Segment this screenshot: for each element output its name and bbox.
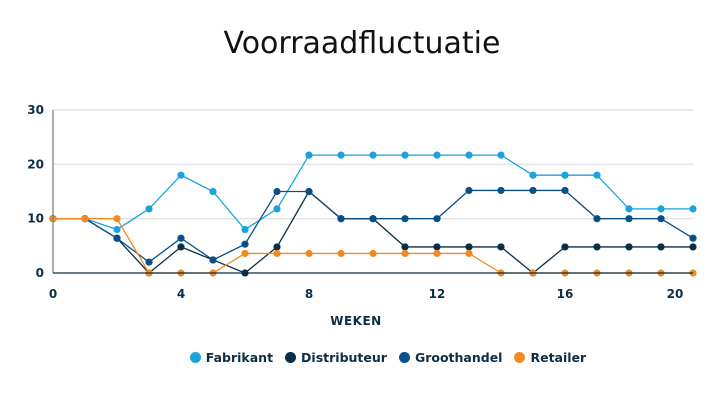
legend-label: Distributeur xyxy=(301,350,387,365)
data-point-retailer xyxy=(241,249,249,258)
data-point-groothandel xyxy=(337,215,345,223)
data-point-fabrikant xyxy=(529,171,537,179)
legend-marker xyxy=(189,352,201,363)
data-point-groothandel xyxy=(657,215,665,223)
data-point-distributeur xyxy=(497,243,505,251)
data-point-retailer xyxy=(81,215,89,223)
data-point-fabrikant xyxy=(465,151,473,159)
data-point-fabrikant xyxy=(657,205,665,213)
data-point-groothandel xyxy=(497,186,505,195)
data-point-fabrikant xyxy=(177,171,185,179)
data-point-groothandel xyxy=(209,256,217,264)
legend-item[interactable]: Distributeur xyxy=(285,350,387,365)
legend-item[interactable]: Groothandel xyxy=(398,350,503,365)
data-point-fabrikant xyxy=(273,205,281,213)
data-point-fabrikant xyxy=(209,187,217,196)
y-tick-label: 20 xyxy=(27,157,44,171)
data-point-fabrikant xyxy=(561,171,569,179)
legend-marker xyxy=(285,352,297,363)
data-point-fabrikant xyxy=(497,151,505,159)
data-point-fabrikant xyxy=(689,205,697,213)
data-point-fabrikant xyxy=(625,205,633,213)
data-point-groothandel xyxy=(401,215,409,223)
data-point-groothandel xyxy=(113,234,121,242)
data-point-fabrikant xyxy=(305,151,313,159)
legend-label: Retailer xyxy=(530,350,587,365)
x-axis-label: WEKEN xyxy=(330,314,382,328)
data-point-fabrikant xyxy=(401,151,409,159)
data-point-distributeur xyxy=(689,243,697,251)
data-point-retailer xyxy=(113,215,121,223)
legend-label: Groothandel xyxy=(414,350,503,365)
legend-item[interactable]: Retailer xyxy=(514,350,586,365)
data-point-distributeur xyxy=(401,243,409,251)
data-point-groothandel xyxy=(529,186,537,195)
data-point-distributeur xyxy=(593,243,601,251)
data-point-fabrikant xyxy=(433,151,441,159)
data-point-distributeur xyxy=(433,243,441,251)
chart-title: Voorraadfluctuatie xyxy=(223,26,501,61)
data-point-fabrikant xyxy=(337,151,345,159)
data-point-fabrikant xyxy=(113,225,121,234)
data-point-fabrikant xyxy=(369,151,377,159)
data-point-retailer xyxy=(369,249,377,258)
x-tick-label: 8 xyxy=(305,287,313,301)
data-point-groothandel xyxy=(561,186,569,195)
data-point-distributeur xyxy=(625,243,633,251)
data-point-retailer xyxy=(337,249,345,258)
data-point-retailer xyxy=(401,249,409,258)
data-point-groothandel xyxy=(273,187,281,196)
data-point-fabrikant xyxy=(593,171,601,179)
data-point-groothandel xyxy=(593,215,601,223)
data-point-distributeur xyxy=(465,243,473,251)
y-tick-label: 0 xyxy=(36,266,44,280)
data-point-groothandel xyxy=(369,215,377,223)
legend: Fabrikant Distributeur Groothandel Retailer xyxy=(0,350,724,365)
data-point-distributeur xyxy=(561,243,569,251)
y-tick-label: 30 xyxy=(27,103,44,117)
data-point-groothandel xyxy=(689,234,697,242)
data-point-groothandel xyxy=(177,234,185,242)
data-point-retailer xyxy=(305,249,313,258)
data-point-groothandel xyxy=(465,186,473,195)
data-point-groothandel xyxy=(145,258,153,266)
data-point-groothandel xyxy=(625,215,633,223)
data-point-groothandel xyxy=(241,240,249,248)
data-point-groothandel xyxy=(433,215,441,223)
x-tick-label: 16 xyxy=(557,287,574,301)
data-point-fabrikant xyxy=(241,225,249,234)
data-point-distributeur xyxy=(657,243,665,251)
data-point-fabrikant xyxy=(145,205,153,213)
x-tick-label: 12 xyxy=(429,287,446,301)
legend-label: Fabrikant xyxy=(205,350,274,365)
legend-marker xyxy=(514,352,526,363)
data-point-distributeur xyxy=(273,243,281,251)
data-point-distributeur xyxy=(177,243,185,251)
x-tick-label: 0 xyxy=(49,287,57,301)
data-point-retailer xyxy=(273,249,281,258)
x-tick-label: 4 xyxy=(177,287,185,301)
y-tick-label: 10 xyxy=(27,212,44,226)
data-point-groothandel xyxy=(305,187,313,196)
data-point-retailer xyxy=(433,249,441,258)
x-tick-label: 20 xyxy=(667,287,684,301)
data-point-retailer xyxy=(465,249,473,258)
legend-item[interactable]: Fabrikant xyxy=(189,350,274,365)
legend-marker xyxy=(398,352,410,363)
